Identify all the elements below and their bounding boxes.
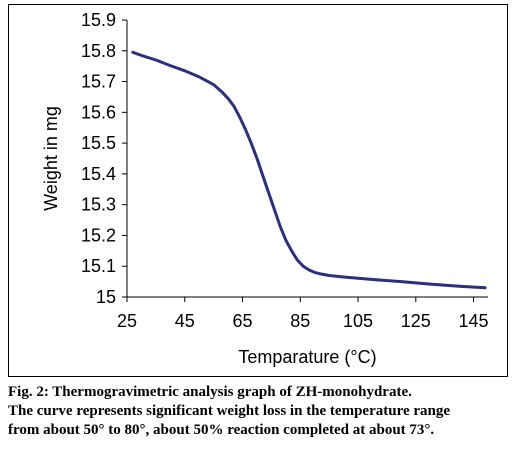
y-tick-label: 15.3 — [81, 195, 116, 215]
tga-chart: 15 15.1 15.2 15.3 15.4 15.5 15.6 15.7 15.8 15.9 2… — [41, 10, 489, 367]
y-tick-label: 15.8 — [81, 41, 116, 61]
y-axis-ticks: 15 15.1 15.2 15.3 15.4 15.5 15.6 15.7 15.8 15.9 — [81, 10, 127, 307]
x-tick-label: 45 — [175, 311, 195, 331]
x-tick-label: 145 — [459, 311, 489, 331]
x-tick-label: 25 — [117, 311, 137, 331]
x-tick-label: 105 — [343, 311, 373, 331]
x-axis-ticks: 25 45 65 85 105 125 145 — [117, 297, 489, 331]
y-tick-label: 15.9 — [81, 10, 116, 30]
y-axis-title: Weight in mg — [41, 106, 61, 211]
y-tick-label: 15 — [96, 287, 116, 307]
x-tick-label: 85 — [290, 311, 310, 331]
y-tick-label: 15.1 — [81, 256, 116, 276]
x-tick-label: 65 — [233, 311, 253, 331]
figure-caption: Fig. 2: Thermogravimetric analysis graph… — [8, 383, 528, 440]
weight-curve — [131, 50, 487, 290]
x-tick-label: 125 — [401, 311, 431, 331]
caption-line-2: The curve represents significant weight … — [8, 403, 451, 419]
y-tick-label: 15.7 — [81, 72, 116, 92]
chart-frame — [8, 4, 508, 377]
y-tick-label: 15.2 — [81, 225, 116, 245]
y-tick-label: 15.5 — [81, 133, 116, 153]
caption-line-3: from about 50° to 80°, about 50% reactio… — [8, 422, 435, 438]
y-tick-label: 15.4 — [81, 164, 116, 184]
y-tick-label: 15.6 — [81, 102, 116, 122]
x-axis-title: Temparature (°C) — [238, 347, 376, 367]
caption-line-1: Fig. 2: Thermogravimetric analysis graph… — [8, 384, 412, 400]
